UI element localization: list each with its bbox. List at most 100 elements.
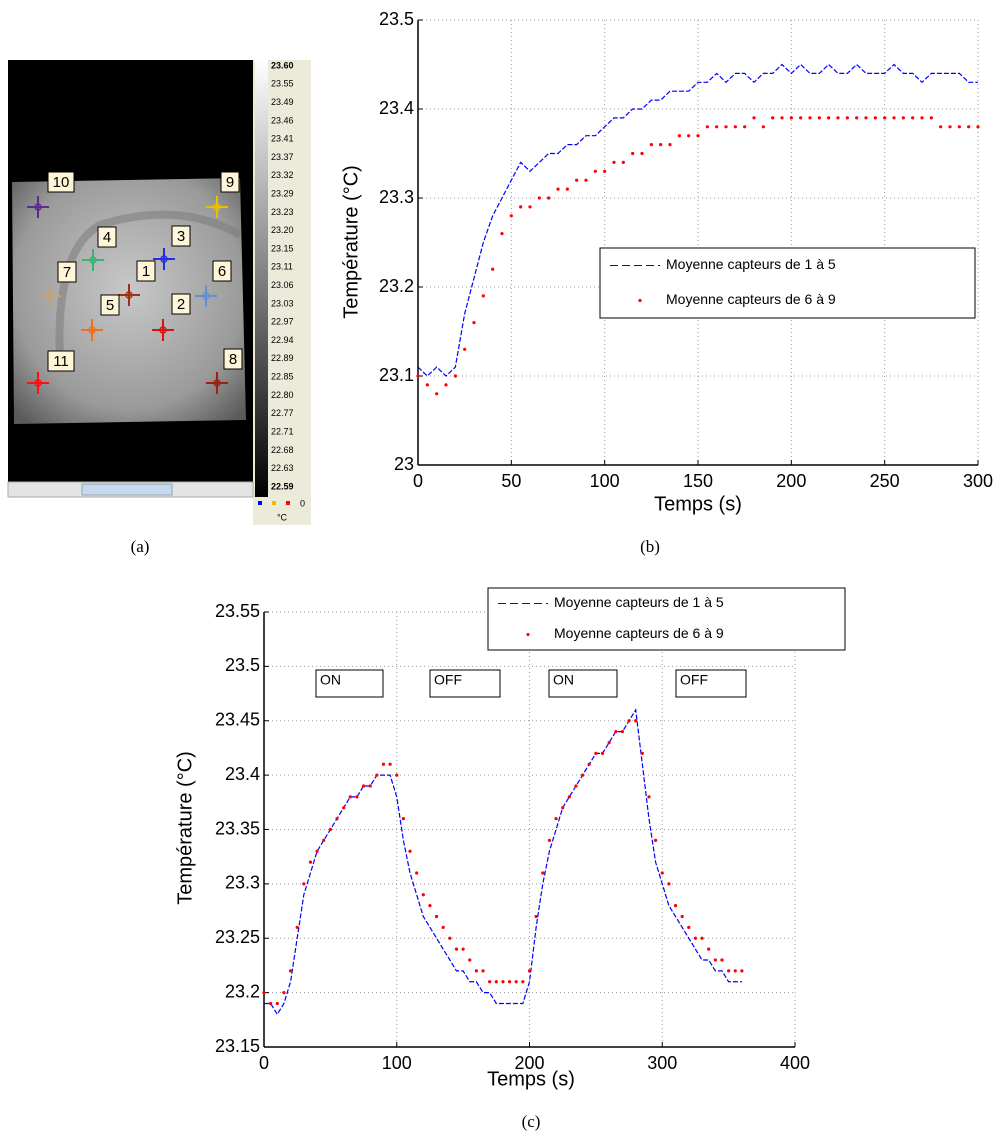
sensor-label-box (47, 350, 75, 372)
colorbar-label: 23.41 (271, 134, 294, 144)
data-point (587, 762, 591, 766)
data-point (521, 980, 525, 984)
colorbar-label: 22.89 (271, 353, 294, 363)
x-tick-label: 0 (413, 471, 423, 491)
data-point (556, 187, 560, 191)
data-point (920, 116, 924, 120)
colorbar-label: 22.68 (271, 445, 294, 455)
data-line (417, 63, 978, 377)
colorbar-label: 23.03 (271, 298, 294, 308)
data-point (541, 871, 545, 875)
sensor-marker (89, 256, 97, 264)
thermal-panel: 0 °C (7, 60, 311, 525)
data-point (491, 267, 495, 271)
data-point (302, 882, 306, 886)
data-point (537, 196, 541, 200)
data-point (494, 980, 498, 984)
data-point (315, 849, 319, 853)
data-point (696, 134, 700, 138)
data-point (700, 936, 704, 940)
data-point (892, 116, 896, 120)
data-point (565, 187, 569, 191)
x-tick-label: 150 (683, 471, 713, 491)
colorbar-label: 22.77 (271, 408, 294, 418)
sensor-label-box (171, 225, 191, 247)
data-point (976, 125, 980, 129)
sensor-label: 4 (103, 229, 111, 246)
data-point (620, 730, 625, 734)
data-point (509, 214, 513, 218)
data-point (693, 936, 698, 940)
data-point (434, 914, 439, 919)
data-point (581, 773, 585, 777)
annotation-box (315, 669, 384, 698)
legend (599, 247, 976, 319)
data-point (448, 936, 452, 940)
data-point (514, 980, 518, 984)
data-point (720, 958, 724, 962)
data-point (308, 860, 313, 864)
data-point (594, 751, 598, 755)
colorbar-label: 23.06 (271, 280, 294, 290)
sensor-marker (213, 203, 221, 211)
data-point (727, 969, 731, 973)
x-tick-label: 300 (963, 471, 993, 491)
sensor-label-box (212, 260, 232, 282)
data-point (534, 914, 538, 919)
y-tick-label: 23.1 (379, 365, 414, 385)
data-point (528, 205, 532, 209)
data-point (733, 125, 737, 129)
data-point (488, 980, 492, 984)
y-tick-label: 23.5 (225, 655, 260, 675)
x-tick-label: 0 (259, 1053, 269, 1073)
y-tick-label: 23.55 (215, 601, 260, 621)
colorbar-label: 23.11 (271, 262, 293, 272)
sensor-marker (213, 379, 221, 387)
colorbar-label: 22.97 (271, 317, 294, 327)
annotation: OFF (434, 672, 462, 688)
sensor-label: 1 (142, 263, 150, 280)
data-point (421, 893, 425, 897)
sensor-marker (125, 291, 133, 299)
data-point (901, 116, 905, 120)
x-tick-label: 300 (647, 1053, 677, 1073)
sensor-label: 7 (63, 264, 71, 281)
data-point (574, 784, 578, 788)
data-point (607, 740, 611, 745)
data-point (929, 116, 933, 120)
data-point (474, 969, 478, 973)
y-tick-label: 23 (394, 454, 414, 474)
data-point (381, 762, 386, 766)
y-tick-label: 23.4 (225, 764, 260, 784)
data-point (295, 925, 299, 929)
colorbar-unit: °C (277, 512, 288, 522)
data-point (631, 151, 635, 156)
sensor-label: 2 (177, 296, 185, 313)
data-point (322, 838, 326, 842)
data-point (375, 773, 379, 777)
colorbar-label: 23.20 (271, 225, 294, 235)
data-point (957, 125, 961, 129)
data-point (939, 125, 943, 129)
sensor-label-box (136, 260, 156, 282)
scrollbar-thumb[interactable] (81, 483, 173, 496)
data-point (416, 374, 420, 378)
data-point (269, 1001, 273, 1006)
data-point (335, 817, 339, 821)
legend (487, 587, 846, 651)
swatch (272, 501, 276, 505)
data-point (752, 116, 756, 120)
data-point (355, 795, 359, 799)
data-point (567, 795, 571, 799)
data-point (453, 374, 457, 378)
swatch (258, 501, 262, 505)
data-point (584, 178, 588, 182)
data-point (707, 947, 711, 951)
y-tick-label: 23.2 (225, 981, 260, 1001)
data-point (614, 730, 618, 734)
data-point (733, 969, 737, 973)
x-tick-label: 100 (382, 1053, 412, 1073)
data-point (368, 784, 372, 788)
data-point (640, 751, 644, 755)
data-point (328, 827, 332, 832)
